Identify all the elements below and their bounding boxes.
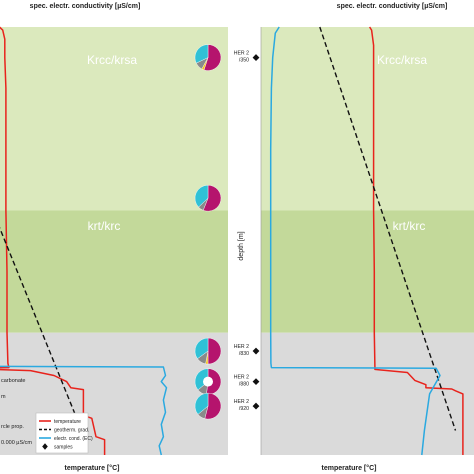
legend-fragment-conductivity: 0.000 µS/cm bbox=[1, 440, 32, 446]
sample-diamond-marker bbox=[252, 54, 260, 61]
sample-label-depth: /920 bbox=[239, 406, 249, 412]
sample-label-depth: /350 bbox=[239, 58, 249, 64]
legend-label-samples: samples bbox=[54, 445, 73, 451]
sample-diamond-marker bbox=[252, 402, 260, 410]
sample-label-well: HER 2 bbox=[234, 51, 249, 57]
left-geotherm-gradient-line bbox=[0, 226, 80, 425]
left-zone-grey bbox=[0, 332, 228, 455]
sample-diamond-marker bbox=[252, 347, 260, 355]
left-zone-label-krcc: Krcc/krsa bbox=[87, 53, 137, 67]
pie-sample bbox=[194, 184, 222, 212]
pie-sample bbox=[194, 392, 222, 420]
pie-slice bbox=[203, 44, 222, 71]
right-top-axis-title: spec. electr. conductivity [µS/cm] bbox=[337, 3, 448, 10]
left-bottom-axis-title: temperature [°C] bbox=[65, 464, 120, 472]
sample-label-depth: /830 bbox=[239, 351, 249, 357]
right-zone-krcc-krsa bbox=[261, 27, 474, 211]
pie-sample bbox=[194, 368, 222, 395]
pie-slice bbox=[204, 392, 222, 420]
pie-slice bbox=[194, 392, 209, 415]
left-zone-label-krt: krt/krc bbox=[88, 219, 121, 233]
right-zone-grey bbox=[261, 332, 474, 455]
left-panel: spec. electr. conductivity [µS/cm] Krcc/… bbox=[0, 3, 228, 472]
right-conductivity-line bbox=[269, 26, 441, 456]
legend-label-temperature: temperature bbox=[54, 419, 81, 425]
sample-label-depth: /880 bbox=[239, 382, 249, 388]
pie-sample bbox=[194, 337, 222, 365]
pie-slice bbox=[194, 368, 209, 391]
legend-fragment-carbonate: carbonate bbox=[1, 378, 25, 384]
right-bottom-axis-title: temperature [°C] bbox=[322, 464, 377, 472]
legend: temperature geotherm. grad. electr. cond… bbox=[35, 412, 93, 454]
left-zones bbox=[0, 27, 228, 455]
legend-label-ec: electr. cond. (EC) bbox=[54, 436, 93, 442]
pie-slice bbox=[207, 337, 222, 365]
pie-ring-hole bbox=[203, 376, 213, 387]
left-zone-krcc-krsa bbox=[0, 27, 228, 211]
sample-label-well: HER 2 bbox=[234, 375, 249, 381]
legend-fragment-circle-prop: rcle prop. bbox=[1, 424, 24, 430]
sample-label-well: HER 2 bbox=[234, 344, 249, 350]
right-zones bbox=[261, 27, 474, 455]
right-zone-krt-krc bbox=[261, 210, 474, 333]
right-zone-label-krt: krt/krc bbox=[393, 219, 426, 233]
sample-diamond-marker bbox=[252, 378, 260, 386]
right-geotherm-gradient-line bbox=[319, 26, 457, 431]
legend-label-geotherm: geotherm. grad. bbox=[54, 428, 89, 434]
pie-sample bbox=[194, 44, 222, 71]
legend-fragment-m: m bbox=[1, 394, 6, 400]
pie-slice bbox=[194, 337, 209, 359]
left-conductivity-line bbox=[0, 365, 168, 456]
left-top-axis-title: spec. electr. conductivity [µS/cm] bbox=[30, 3, 141, 10]
right-series bbox=[269, 26, 464, 456]
legend-swatch-samples bbox=[42, 443, 48, 450]
right-panel: spec. electr. conductivity [µS/cm] Krcc/… bbox=[234, 3, 474, 472]
depth-axis-title: depth [m] bbox=[238, 231, 245, 260]
pie-slice bbox=[202, 184, 222, 212]
pie-slice bbox=[194, 44, 209, 64]
sample-label-well: HER 2 bbox=[234, 399, 249, 405]
left-pie-samples bbox=[194, 44, 222, 420]
left-zone-krt-krc bbox=[0, 210, 228, 333]
pie-slice bbox=[194, 184, 209, 208]
right-zone-label-krcc: Krcc/krsa bbox=[377, 53, 427, 67]
